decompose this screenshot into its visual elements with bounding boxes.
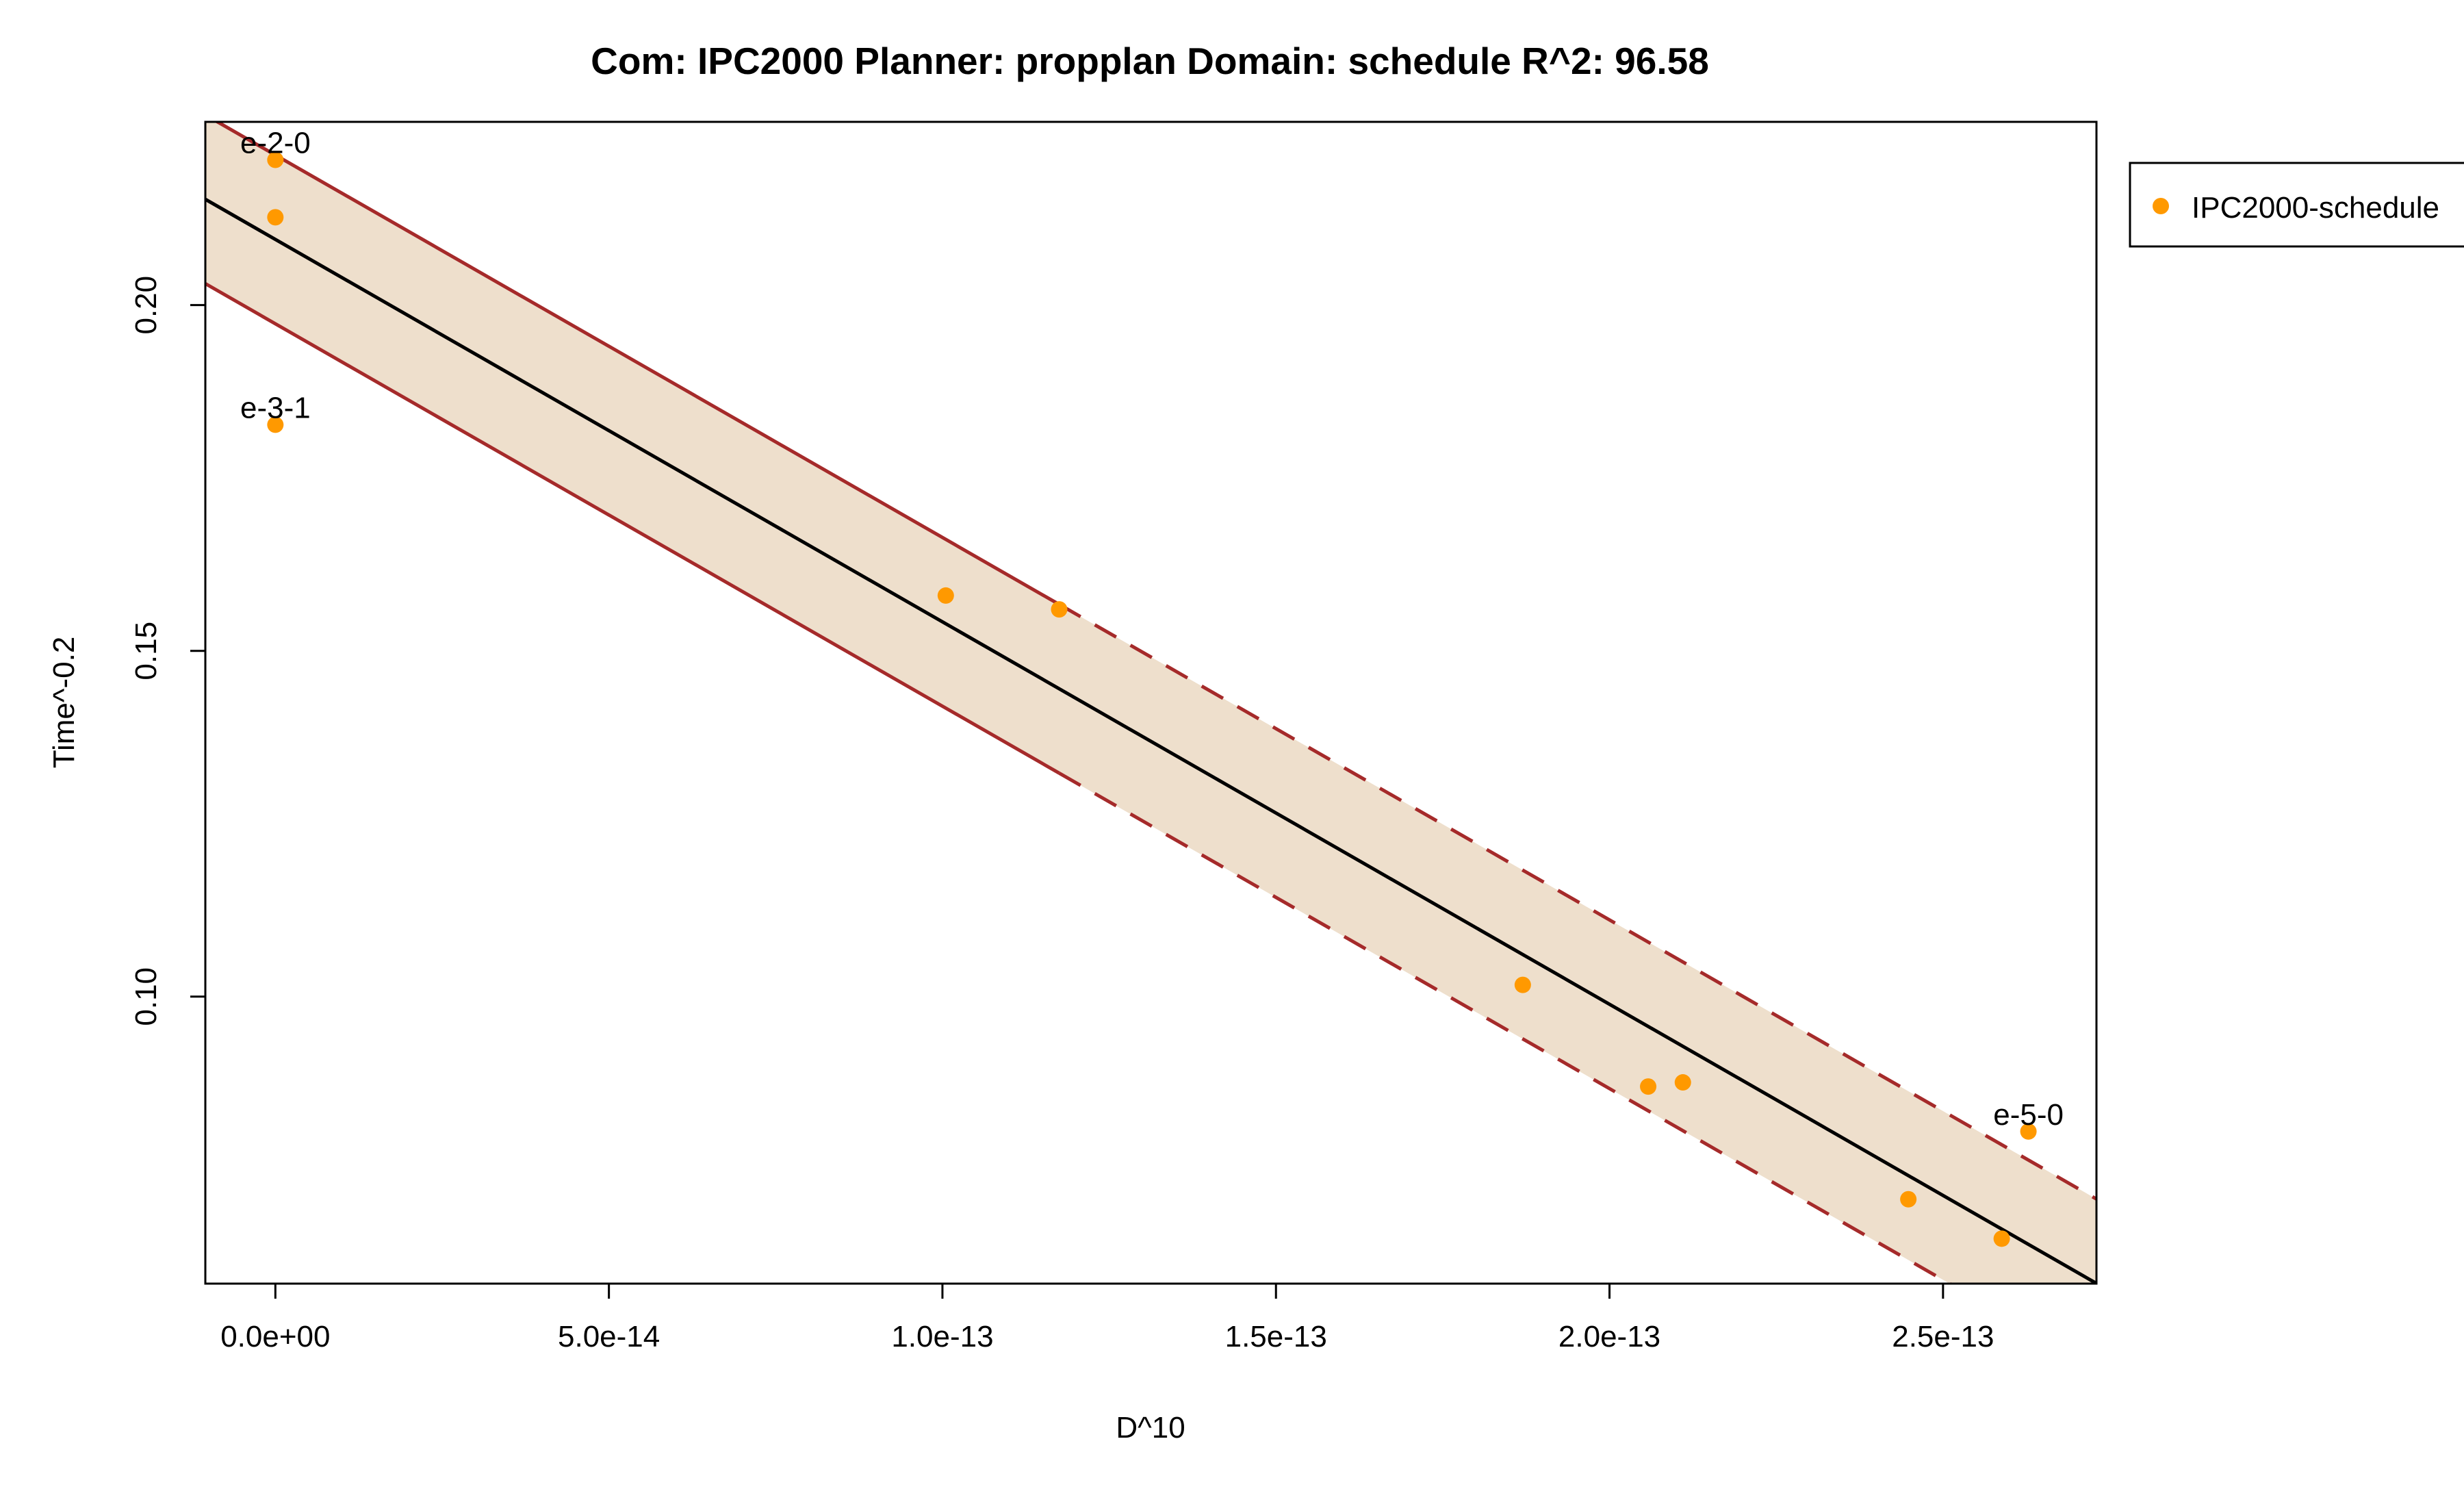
data-point	[937, 587, 954, 604]
confidence-band	[205, 122, 2096, 1284]
legend: IPC2000-schedule	[2129, 162, 2464, 248]
data-point	[267, 209, 284, 226]
legend-series-name: IPC2000-schedule	[2192, 191, 2439, 225]
x-axis: 0.0e+00 5.0e-14 1.0e-13 1.5e-13 2.0e-13 2.5e-…	[220, 1282, 1994, 1353]
x-tick-label: 5.0e-14	[558, 1320, 660, 1353]
y-axis: 0.10 0.15 0.20	[129, 276, 207, 1026]
x-axis-label: D^10	[1116, 1411, 1185, 1445]
x-tick-label: 1.5e-13	[1225, 1320, 1327, 1353]
data-point	[1993, 1230, 2010, 1247]
point-label: e-3-1	[240, 391, 311, 424]
y-tick-label: 0.10	[129, 967, 163, 1026]
point-label: e-2-0	[240, 127, 311, 160]
y-tick-label: 0.20	[129, 276, 163, 335]
x-tick-label: 2.0e-13	[1558, 1320, 1660, 1353]
band-lower-line-dashed	[1058, 772, 1953, 1284]
data-point	[1514, 976, 1531, 993]
data-point	[1900, 1191, 1917, 1208]
data-point	[267, 416, 284, 433]
band-upper-line-dashed	[1058, 602, 2096, 1201]
chart-title: Com: IPC2000 Planner: propplan Domain: s…	[591, 40, 1709, 82]
point-label: e-5-0	[1993, 1098, 2064, 1132]
data-point	[267, 151, 284, 168]
data-point	[1640, 1078, 1657, 1095]
data-point	[1051, 601, 1068, 618]
y-axis-label: Time^-0.2	[47, 637, 81, 769]
data-point	[2020, 1123, 2037, 1140]
data-point	[1674, 1074, 1691, 1091]
plot-area	[205, 122, 2096, 1284]
legend-box	[2129, 162, 2464, 248]
x-tick-label: 0.0e+00	[220, 1320, 330, 1353]
legend-marker	[2153, 198, 2169, 214]
x-tick-label: 1.0e-13	[891, 1320, 993, 1353]
regression-line	[205, 197, 2096, 1284]
y-tick-label: 0.15	[129, 622, 163, 680]
band-lower-line-solid	[205, 282, 1060, 775]
band-upper-line-solid	[214, 122, 1060, 607]
x-tick-label: 2.5e-13	[1892, 1320, 1994, 1353]
